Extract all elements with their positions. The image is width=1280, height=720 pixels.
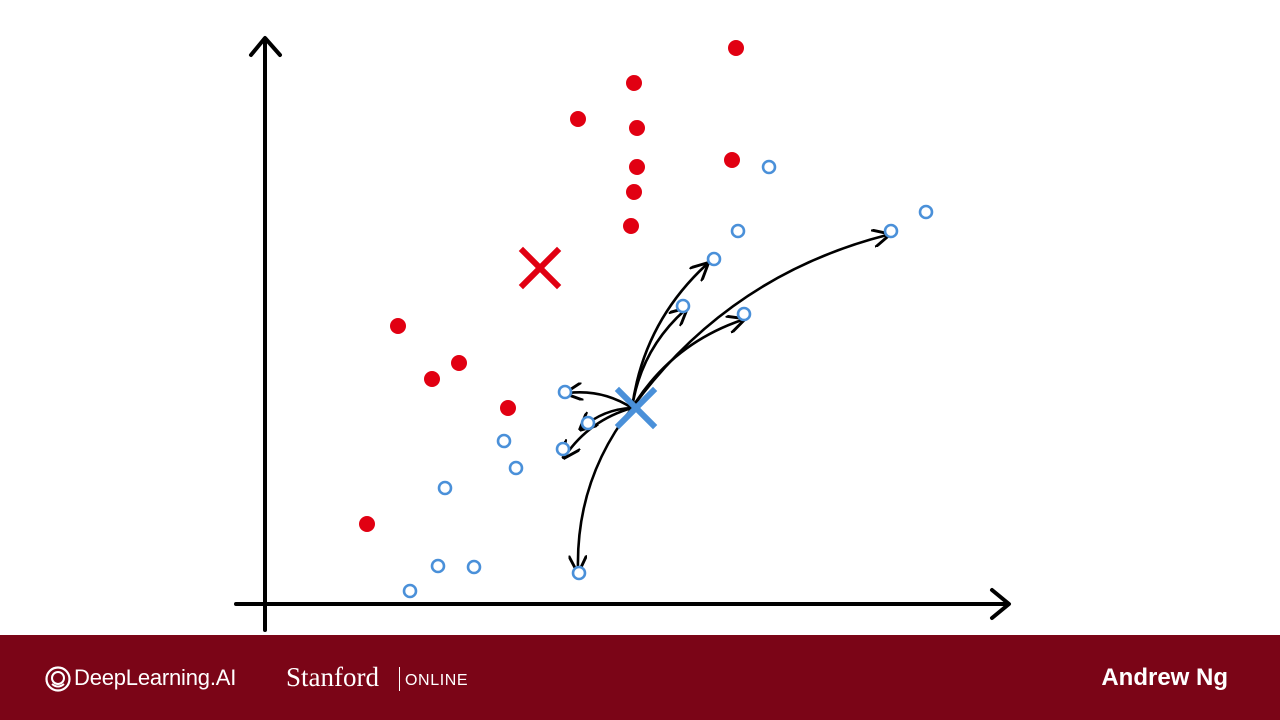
red-data-point [424, 371, 440, 387]
red-data-point [500, 400, 516, 416]
blue-data-point [580, 415, 596, 431]
blue-data-point [555, 441, 571, 457]
blue-data-point [508, 460, 524, 476]
deeplearning-logo-icon [45, 666, 71, 692]
red-data-point [629, 120, 645, 136]
x-axis-arrowhead [990, 588, 1011, 620]
red-data-point [623, 218, 639, 234]
blue-data-point [430, 558, 446, 574]
blue-data-point [557, 384, 573, 400]
brand-stanford: Stanford [286, 662, 379, 692]
blue-data-point [730, 223, 746, 239]
author-name: Andrew Ng [1101, 664, 1228, 691]
cluster-centroids [518, 246, 658, 430]
blue-data-point [736, 306, 752, 322]
blue-data-point [496, 433, 512, 449]
data-points [359, 40, 934, 599]
assignment-arrow [568, 392, 634, 410]
blue-data-point [402, 583, 418, 599]
blue-data-point [761, 159, 777, 175]
red-data-point [451, 355, 467, 371]
red-centroid-x-marker [518, 246, 562, 290]
red-data-point [626, 184, 642, 200]
red-data-point [724, 152, 740, 168]
blue-centroid-x-marker [614, 386, 658, 430]
y-axis-arrowhead [249, 36, 282, 57]
red-data-point [629, 159, 645, 175]
assignment-arrows [565, 235, 887, 570]
red-data-point [626, 75, 642, 91]
scatter-plot [234, 36, 1011, 632]
red-data-point [570, 111, 586, 127]
assignment-arrow [630, 310, 685, 410]
assignment-arrow [630, 235, 887, 410]
blue-data-point [437, 480, 453, 496]
brand-deeplearning: DeepLearning.AI [74, 665, 237, 690]
red-data-point [728, 40, 744, 56]
brand-divider [399, 667, 400, 691]
blue-data-point [466, 559, 482, 575]
red-data-point [390, 318, 406, 334]
blue-data-point [675, 298, 691, 314]
blue-data-point [883, 223, 899, 239]
red-data-point [359, 516, 375, 532]
brand-online: ONLINE [405, 672, 469, 689]
blue-data-point [571, 565, 587, 581]
blue-data-point [706, 251, 722, 267]
footer-bar [0, 635, 1280, 720]
blue-data-point [918, 204, 934, 220]
